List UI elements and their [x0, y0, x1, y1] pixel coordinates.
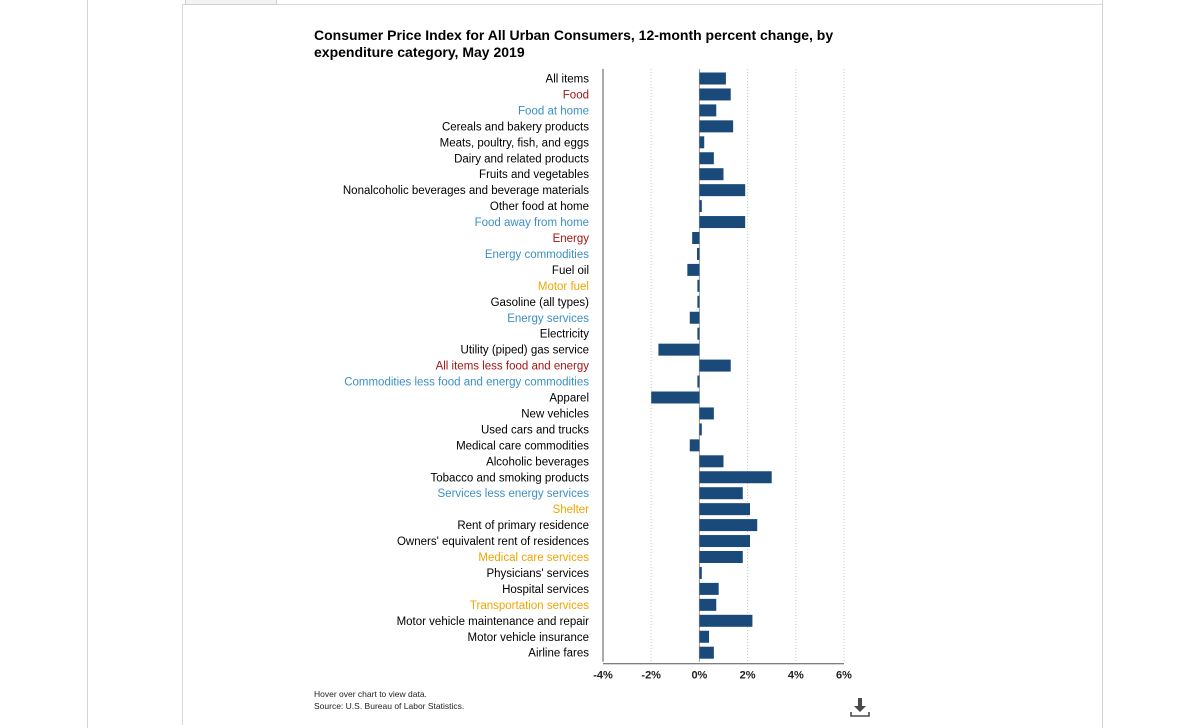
bar[interactable]	[699, 359, 731, 372]
bar[interactable]	[699, 519, 758, 532]
category-label: Airline fares	[528, 648, 589, 660]
bar[interactable]	[697, 295, 700, 308]
bar[interactable]	[699, 566, 702, 579]
category-label: Physicians' services	[486, 568, 589, 580]
chart-title: Consumer Price Index for All Urban Consu…	[314, 27, 834, 60]
category-label: Utility (piped) gas service	[461, 345, 589, 357]
x-tick-label: -2%	[641, 670, 661, 682]
bar[interactable]	[658, 343, 700, 356]
bar[interactable]	[699, 104, 717, 117]
bar[interactable]	[689, 439, 700, 452]
category-label: Fruits and vegetables	[479, 169, 589, 181]
category-label: Gasoline (all types)	[491, 297, 590, 309]
x-tick-label: 2%	[740, 670, 756, 682]
category-label: Fuel oil	[552, 265, 589, 277]
tab-stub[interactable]	[185, 0, 277, 5]
category-label: Services less energy services	[438, 488, 590, 500]
bar[interactable]	[697, 375, 700, 388]
bar[interactable]	[699, 423, 702, 436]
hover-note: Hover over chart to view data.	[314, 689, 427, 699]
category-label: Food away from home	[475, 217, 589, 229]
bar[interactable]	[699, 614, 753, 627]
category-label: Owners' equivalent rent of residences	[397, 536, 589, 548]
bar[interactable]	[699, 503, 751, 516]
bar[interactable]	[699, 646, 714, 659]
category-label: Motor vehicle insurance	[468, 632, 589, 644]
bar[interactable]	[699, 184, 746, 197]
bar[interactable]	[689, 311, 700, 324]
download-button[interactable]	[848, 695, 872, 719]
bar[interactable]	[699, 120, 734, 133]
category-label: Electricity	[540, 329, 589, 341]
bar[interactable]	[699, 582, 719, 595]
category-label: Dairy and related products	[454, 153, 589, 165]
category-label: Apparel	[549, 393, 589, 405]
x-tick-label: -4%	[593, 670, 613, 682]
category-label: Motor fuel	[538, 281, 589, 293]
category-label: Motor vehicle maintenance and repair	[397, 616, 590, 628]
bar[interactable]	[699, 216, 746, 229]
x-tick-label: 4%	[788, 670, 804, 682]
bar[interactable]	[699, 535, 751, 548]
category-label: Food	[563, 89, 589, 101]
chart-container	[182, 4, 1102, 725]
bar[interactable]	[651, 391, 700, 404]
bar[interactable]	[699, 630, 710, 643]
category-label: Rent of primary residence	[457, 520, 589, 532]
bar[interactable]	[699, 471, 772, 484]
bar[interactable]	[699, 152, 714, 165]
category-label: All items	[546, 74, 590, 86]
bar[interactable]	[696, 247, 700, 260]
bar[interactable]	[699, 455, 724, 468]
page-frame	[87, 0, 1103, 728]
category-label: Energy	[553, 233, 590, 245]
bar[interactable]	[687, 263, 700, 276]
bar[interactable]	[699, 88, 731, 101]
bar[interactable]	[697, 327, 700, 340]
category-label: Hospital services	[502, 584, 589, 596]
bar[interactable]	[697, 279, 700, 292]
category-label: Energy services	[507, 313, 589, 325]
bar[interactable]	[699, 200, 702, 213]
category-label: Used cars and trucks	[481, 424, 589, 436]
category-label: Shelter	[553, 504, 590, 516]
category-label: All items less food and energy	[436, 361, 590, 373]
source-note: Source: U.S. Bureau of Labor Statistics.	[314, 701, 465, 711]
category-label: Tobacco and smoking products	[430, 472, 589, 484]
category-label: Energy commodities	[485, 249, 589, 261]
bar[interactable]	[699, 407, 714, 420]
category-label: Meats, poultry, fish, and eggs	[440, 137, 590, 149]
category-label: Transportation services	[470, 600, 589, 612]
download-icon	[850, 698, 870, 717]
bar[interactable]	[699, 136, 705, 149]
category-label: Medical care commodities	[456, 440, 589, 452]
category-label: Medical care services	[478, 552, 589, 564]
category-label: Nonalcoholic beverages and beverage mate…	[343, 185, 589, 197]
category-label: New vehicles	[521, 408, 589, 420]
bar[interactable]	[699, 168, 724, 181]
bar[interactable]	[699, 551, 743, 563]
category-label: Other food at home	[490, 201, 589, 213]
bar[interactable]	[699, 72, 726, 85]
bar[interactable]	[692, 232, 700, 244]
x-tick-label: 0%	[691, 670, 707, 682]
bar[interactable]	[699, 487, 743, 500]
category-label: Cereals and bakery products	[442, 121, 589, 133]
bar[interactable]	[699, 598, 717, 611]
x-tick-label: 6%	[836, 670, 852, 682]
category-label: Alcoholic beverages	[486, 456, 589, 468]
category-label: Commodities less food and energy commodi…	[344, 377, 589, 389]
category-label: Food at home	[518, 105, 589, 117]
